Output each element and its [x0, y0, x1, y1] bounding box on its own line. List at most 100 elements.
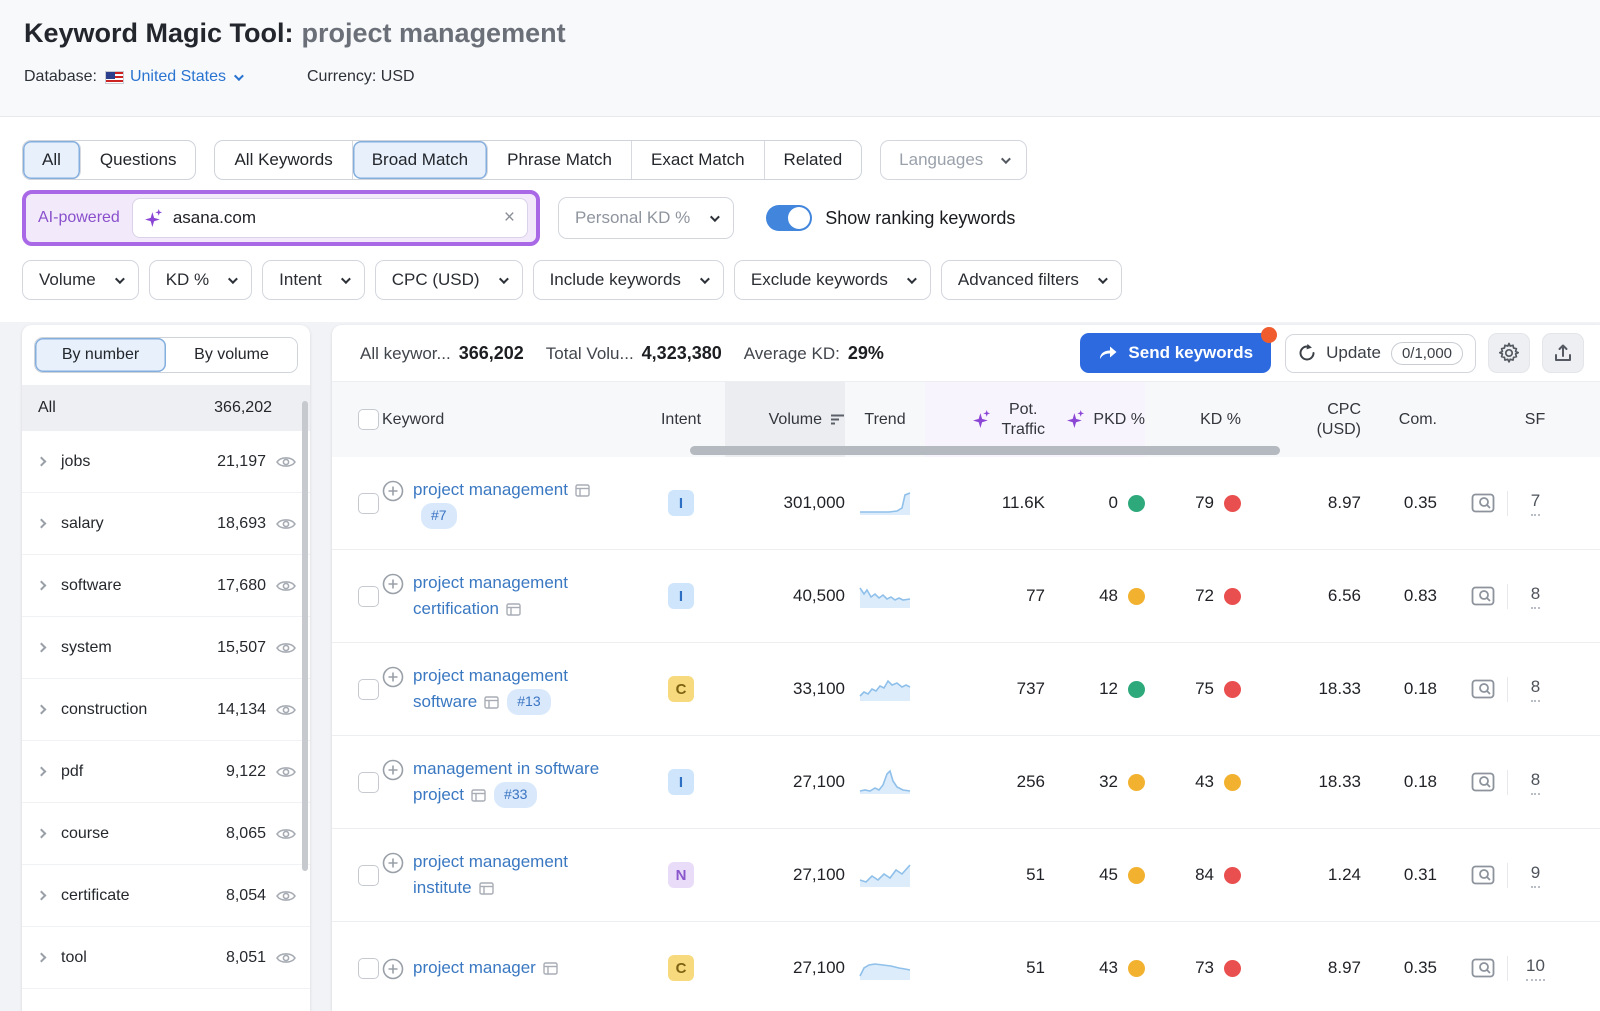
tab-by-volume[interactable]: By volume [166, 338, 297, 372]
database-selector[interactable]: United States [130, 68, 241, 86]
intent-filter[interactable]: Intent [262, 260, 365, 300]
horizontal-scrollbar[interactable] [690, 446, 1280, 455]
intent-badge-informational[interactable]: I [668, 583, 694, 609]
eye-icon[interactable] [276, 455, 296, 469]
kd-difficulty-dot [1224, 867, 1241, 884]
keyword-link[interactable]: project management [413, 480, 568, 499]
column-keyword[interactable]: Keyword [382, 382, 637, 457]
sidebar-item-jobs[interactable]: jobs 21,197 [22, 431, 310, 493]
add-keyword-icon[interactable] [382, 666, 404, 688]
exclude-keywords-filter[interactable]: Exclude keywords [734, 260, 931, 300]
eye-icon[interactable] [276, 889, 296, 903]
row-checkbox[interactable] [358, 865, 379, 886]
notification-dot [1261, 327, 1277, 343]
clear-input-icon[interactable]: × [504, 207, 515, 229]
sidebar-item-pdf[interactable]: pdf 9,122 [22, 741, 310, 803]
cpc-filter[interactable]: CPC (USD) [375, 260, 523, 300]
row-checkbox[interactable] [358, 772, 379, 793]
sidebar-item-course[interactable]: course 8,065 [22, 803, 310, 865]
sidebar-item-certificate[interactable]: certificate 8,054 [22, 865, 310, 927]
serp-preview-icon[interactable] [479, 882, 494, 895]
tab-all[interactable]: All [23, 141, 81, 179]
sf-value[interactable]: 7 [1531, 491, 1540, 516]
tab-exact-match[interactable]: Exact Match [632, 141, 765, 179]
average-kd-label: Average KD: [744, 344, 840, 364]
chevron-down-icon [115, 274, 125, 284]
row-checkbox[interactable] [358, 493, 379, 514]
sidebar-scrollbar[interactable] [302, 401, 308, 871]
intent-badge-commercial[interactable]: C [668, 955, 694, 981]
update-button[interactable]: Update 0/1,000 [1285, 334, 1476, 373]
eye-icon[interactable] [276, 517, 296, 531]
languages-dropdown[interactable]: Languages [880, 140, 1027, 180]
sf-value[interactable]: 8 [1531, 677, 1540, 702]
eye-icon[interactable] [276, 765, 296, 779]
sf-value[interactable]: 10 [1526, 956, 1545, 981]
pkd-difficulty-dot [1128, 681, 1145, 698]
domain-input[interactable]: asana.com × [132, 198, 528, 238]
row-checkbox[interactable] [358, 958, 379, 979]
eye-icon[interactable] [276, 827, 296, 841]
intent-badge-navigational[interactable]: N [668, 862, 694, 888]
serp-features-icon[interactable] [1471, 586, 1495, 606]
tab-related[interactable]: Related [765, 141, 862, 179]
serp-features-icon[interactable] [1471, 865, 1495, 885]
serp-preview-icon[interactable] [543, 962, 558, 975]
eye-icon[interactable] [276, 579, 296, 593]
sf-value[interactable]: 8 [1531, 584, 1540, 609]
sidebar-item-construction[interactable]: construction 14,134 [22, 679, 310, 741]
pkd-value: 45 [1099, 865, 1118, 885]
table-settings-button[interactable] [1488, 333, 1530, 373]
add-keyword-icon[interactable] [382, 573, 404, 595]
sidebar-item-salary[interactable]: salary 18,693 [22, 493, 310, 555]
advanced-filters[interactable]: Advanced filters [941, 260, 1122, 300]
eye-icon[interactable] [276, 641, 296, 655]
send-keywords-button[interactable]: Send keywords [1080, 333, 1271, 373]
add-keyword-icon[interactable] [382, 759, 404, 781]
row-checkbox[interactable] [358, 586, 379, 607]
sidebar-item-software[interactable]: software 17,680 [22, 555, 310, 617]
ranking-position-badge: #13 [507, 689, 550, 715]
refresh-icon [1298, 344, 1316, 362]
tab-all-keywords[interactable]: All Keywords [215, 141, 352, 179]
row-checkbox[interactable] [358, 679, 379, 700]
serp-preview-icon[interactable] [506, 603, 521, 616]
tab-phrase-match[interactable]: Phrase Match [488, 141, 632, 179]
intent-badge-informational[interactable]: I [668, 490, 694, 516]
tab-broad-match[interactable]: Broad Match [353, 141, 488, 179]
add-keyword-icon[interactable] [382, 852, 404, 874]
sf-value[interactable]: 9 [1531, 863, 1540, 888]
serp-features-icon[interactable] [1471, 772, 1495, 792]
table-row: project management software#13 C 33,100 … [332, 643, 1600, 736]
tab-questions[interactable]: Questions [81, 141, 196, 179]
add-keyword-icon[interactable] [382, 958, 404, 980]
column-com[interactable]: Com. [1361, 382, 1437, 457]
sidebar-item-tool[interactable]: tool 8,051 [22, 927, 310, 989]
include-keywords-filter[interactable]: Include keywords [533, 260, 724, 300]
serp-features-icon[interactable] [1471, 679, 1495, 699]
serp-preview-icon[interactable] [484, 696, 499, 709]
serp-features-icon[interactable] [1471, 493, 1495, 513]
serp-preview-icon[interactable] [471, 789, 486, 802]
ai-powered-search-box: AI-powered asana.com × [22, 190, 540, 246]
add-keyword-icon[interactable] [382, 480, 404, 502]
keyword-link[interactable]: project manager [413, 958, 536, 977]
serp-preview-icon[interactable] [575, 484, 590, 497]
tab-by-number[interactable]: By number [35, 338, 166, 372]
show-ranking-keywords-toggle[interactable] [766, 205, 812, 231]
sidebar-item-all[interactable]: All366,202 [22, 385, 310, 431]
export-button[interactable] [1542, 333, 1584, 373]
personal-kd-dropdown[interactable]: Personal KD % [558, 197, 734, 239]
keyword-link[interactable]: project management certification [413, 573, 568, 618]
eye-icon[interactable] [276, 703, 296, 717]
select-all-checkbox[interactable] [358, 409, 379, 430]
volume-filter[interactable]: Volume [22, 260, 139, 300]
intent-badge-informational[interactable]: I [668, 769, 694, 795]
sidebar-item-system[interactable]: system 15,507 [22, 617, 310, 679]
serp-features-icon[interactable] [1471, 958, 1495, 978]
column-sf[interactable]: SF [1507, 382, 1563, 457]
eye-icon[interactable] [276, 951, 296, 965]
intent-badge-commercial[interactable]: C [668, 676, 694, 702]
sf-value[interactable]: 8 [1531, 770, 1540, 795]
kd-filter[interactable]: KD % [149, 260, 252, 300]
